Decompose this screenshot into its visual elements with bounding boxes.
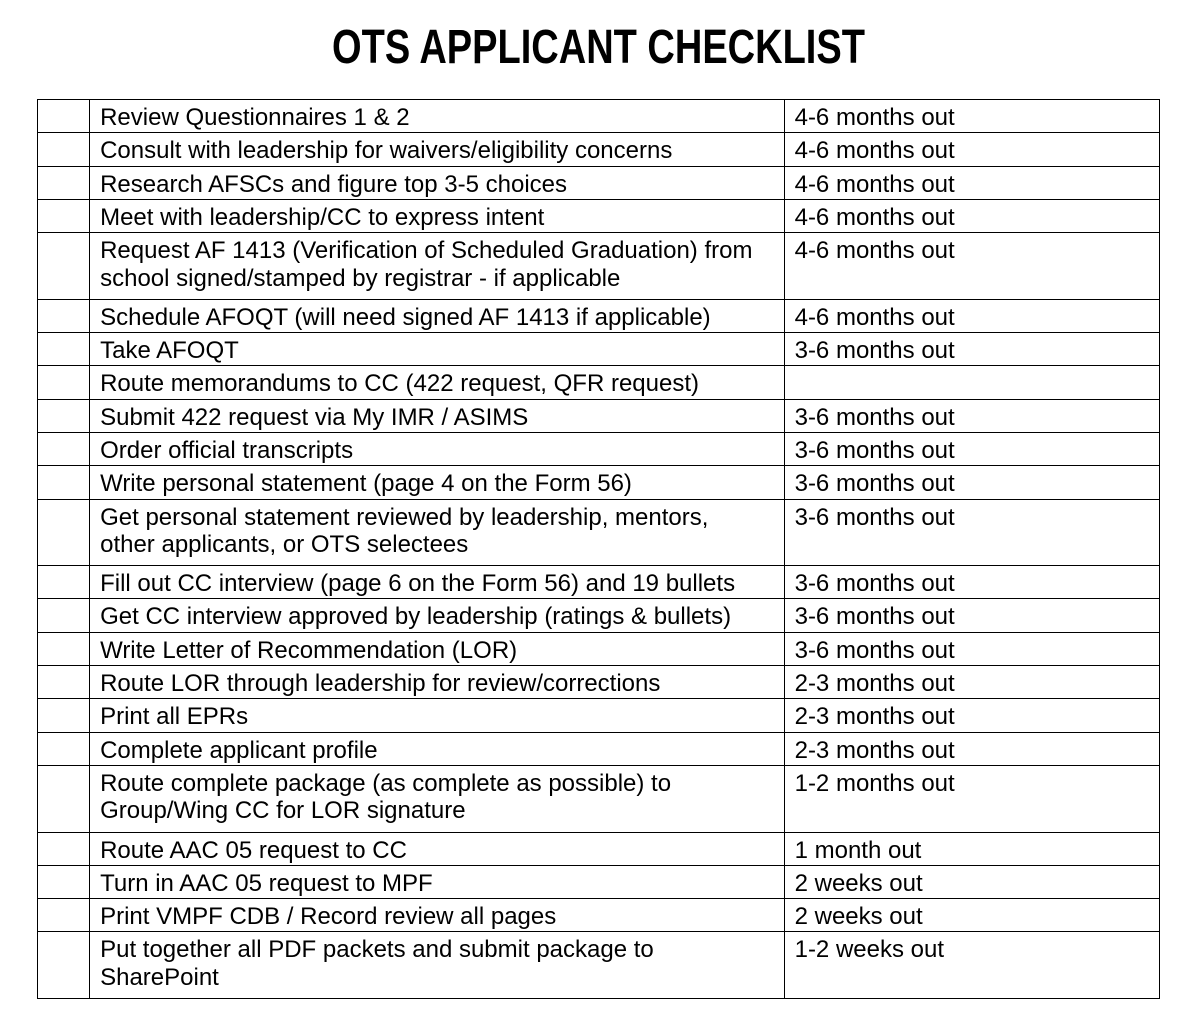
svg-text:OTS APPLICANT CHECKLIST: OTS APPLICANT CHECKLIST bbox=[332, 21, 865, 74]
